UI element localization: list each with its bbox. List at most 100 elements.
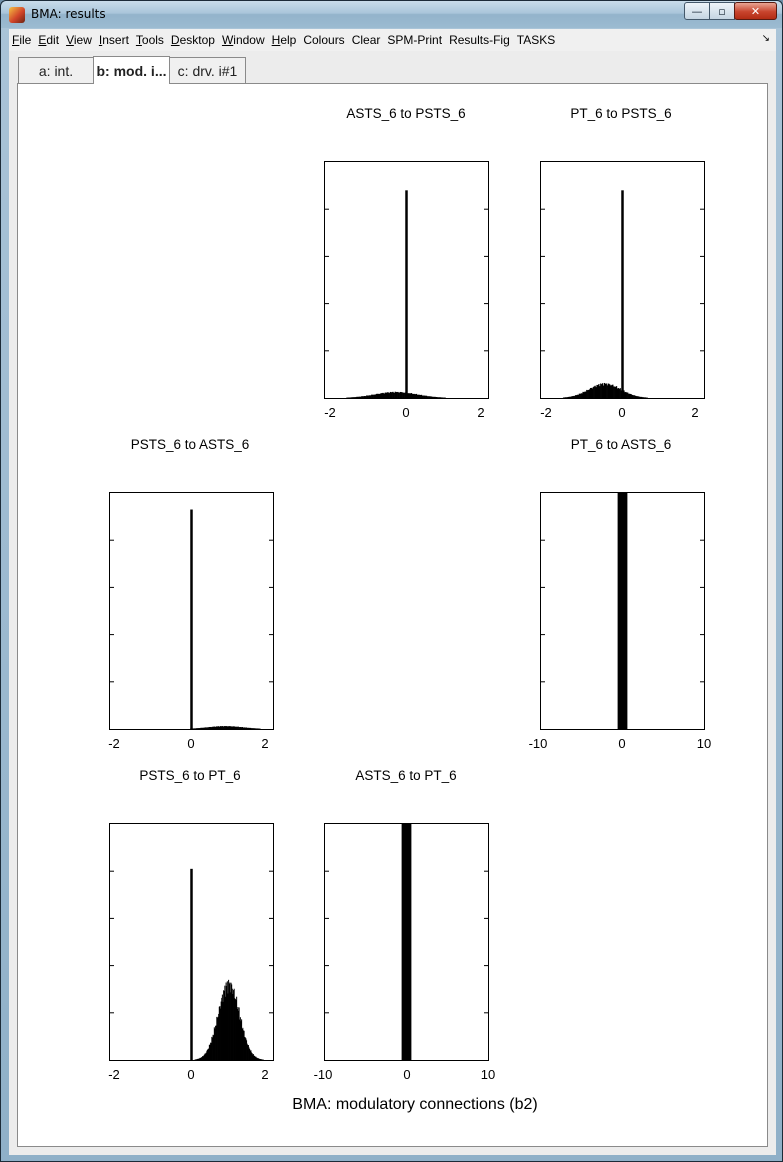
histogram-bar — [575, 395, 577, 398]
histogram-bar — [397, 391, 399, 398]
histogram-bar — [254, 1056, 256, 1060]
histogram-bar — [394, 391, 397, 398]
histogram-bar — [236, 726, 238, 729]
menu-file[interactable]: File — [12, 33, 32, 47]
matlab-logo-icon — [9, 7, 25, 23]
histogram-bar — [642, 397, 645, 398]
histogram-bar — [208, 727, 210, 729]
histogram-bar — [618, 388, 620, 398]
histogram-bar — [242, 1027, 244, 1060]
menu-help[interactable]: Help — [271, 33, 297, 47]
histogram-bar — [582, 391, 584, 398]
histogram-bar — [631, 394, 633, 398]
menu-window[interactable]: Window — [221, 33, 265, 47]
histogram-bar — [579, 393, 581, 398]
tab-driving[interactable]: c: drv. i#1 — [169, 57, 246, 83]
histogram-bar — [218, 1006, 220, 1060]
menu-insert[interactable]: Insert — [98, 33, 129, 47]
tab-intrinsic[interactable]: a: int. — [18, 57, 94, 83]
histogram-bar — [609, 384, 611, 398]
histogram-bar — [389, 391, 392, 398]
histogram-bar — [380, 393, 383, 398]
histogram-bar — [255, 728, 257, 729]
histogram-bar — [201, 1057, 203, 1060]
histogram-bar — [253, 1055, 255, 1060]
histogram-bar — [248, 727, 251, 729]
histogram-bar — [383, 393, 386, 398]
histogram-svg — [541, 493, 704, 729]
histogram-bar — [222, 726, 224, 729]
histogram-bar — [229, 992, 231, 1060]
histogram-bar — [588, 389, 590, 398]
menubar-overflow-chevron-icon[interactable]: ↘ — [761, 33, 770, 44]
histogram-bar — [251, 1053, 253, 1060]
histogram-bar — [200, 1057, 202, 1060]
histogram-bar — [633, 395, 635, 398]
histogram-bar — [563, 397, 566, 398]
histogram-bar — [600, 383, 602, 398]
histogram-bar — [231, 984, 233, 1060]
histogram-bar — [607, 383, 609, 398]
maximize-button[interactable]: ▫ — [709, 2, 735, 20]
histogram-bar — [228, 726, 230, 729]
histogram-bar — [241, 1028, 243, 1060]
histogram-spike-bar — [621, 190, 624, 398]
menu-desktop[interactable]: Desktop — [170, 33, 215, 47]
menu-tools[interactable]: Tools — [135, 33, 164, 47]
histogram-bar — [627, 392, 629, 398]
histogram-bar — [197, 728, 199, 729]
histogram-bar — [438, 397, 440, 398]
histogram-bar — [236, 996, 238, 1060]
histogram-bar — [247, 1045, 249, 1060]
histogram-bar — [205, 1053, 207, 1060]
histogram-bar — [249, 1050, 251, 1060]
histogram-bar — [415, 393, 418, 398]
histogram-bar — [626, 392, 628, 398]
histogram-axes — [540, 161, 705, 399]
menu-spm-print[interactable]: SPM-Print — [387, 33, 443, 47]
histogram-bar — [601, 384, 603, 398]
histogram-bar — [629, 393, 632, 398]
plot-title: PT_6 to PSTS_6 — [570, 106, 672, 121]
histogram-bar — [242, 727, 245, 729]
tab-modulatory[interactable]: b: mod. i... — [93, 56, 170, 84]
histogram-bar — [624, 392, 626, 398]
menu-tasks[interactable]: TASKS — [516, 33, 556, 47]
histogram-bar — [195, 1059, 197, 1060]
histogram-bar — [347, 397, 350, 398]
close-button[interactable]: ✕ — [734, 2, 777, 20]
histogram-bar — [205, 1052, 207, 1060]
histogram-bar — [205, 727, 207, 729]
menu-clear[interactable]: Clear — [351, 33, 381, 47]
histogram-bar — [215, 1025, 217, 1060]
histogram-bar — [230, 726, 232, 729]
histogram-bar — [249, 1049, 251, 1060]
histogram-bar — [244, 1036, 246, 1060]
histogram-bar — [576, 394, 579, 398]
title-bar[interactable]: BMA: results — ▫ ✕ — [1, 1, 782, 28]
menu-results-fig[interactable]: Results-Fig — [449, 33, 510, 47]
minimize-button[interactable]: — — [684, 2, 710, 20]
histogram-bar — [219, 726, 222, 729]
histogram-bar — [575, 395, 578, 398]
histogram-bar — [586, 389, 588, 398]
histogram-bar — [419, 394, 421, 398]
histogram-bar — [237, 726, 239, 729]
menu-colours[interactable]: Colours — [303, 33, 345, 47]
histogram-bar — [206, 727, 208, 729]
histogram-bar — [255, 1056, 257, 1060]
histogram-bar — [564, 397, 567, 398]
histogram-bar — [613, 386, 615, 398]
histogram-bar — [252, 1054, 254, 1060]
histogram-bar — [236, 1009, 238, 1060]
histogram-bar — [639, 396, 641, 398]
menu-edit[interactable]: Edit — [38, 33, 60, 47]
histogram-bar — [603, 382, 606, 398]
histogram-bar — [411, 394, 414, 398]
histogram-bar — [590, 387, 593, 398]
histogram-bar — [612, 384, 614, 398]
x-tick-label: 0 — [187, 736, 195, 751]
menu-view[interactable]: View — [66, 33, 92, 47]
histogram-bar — [625, 391, 627, 398]
histogram-bar — [256, 1057, 258, 1060]
